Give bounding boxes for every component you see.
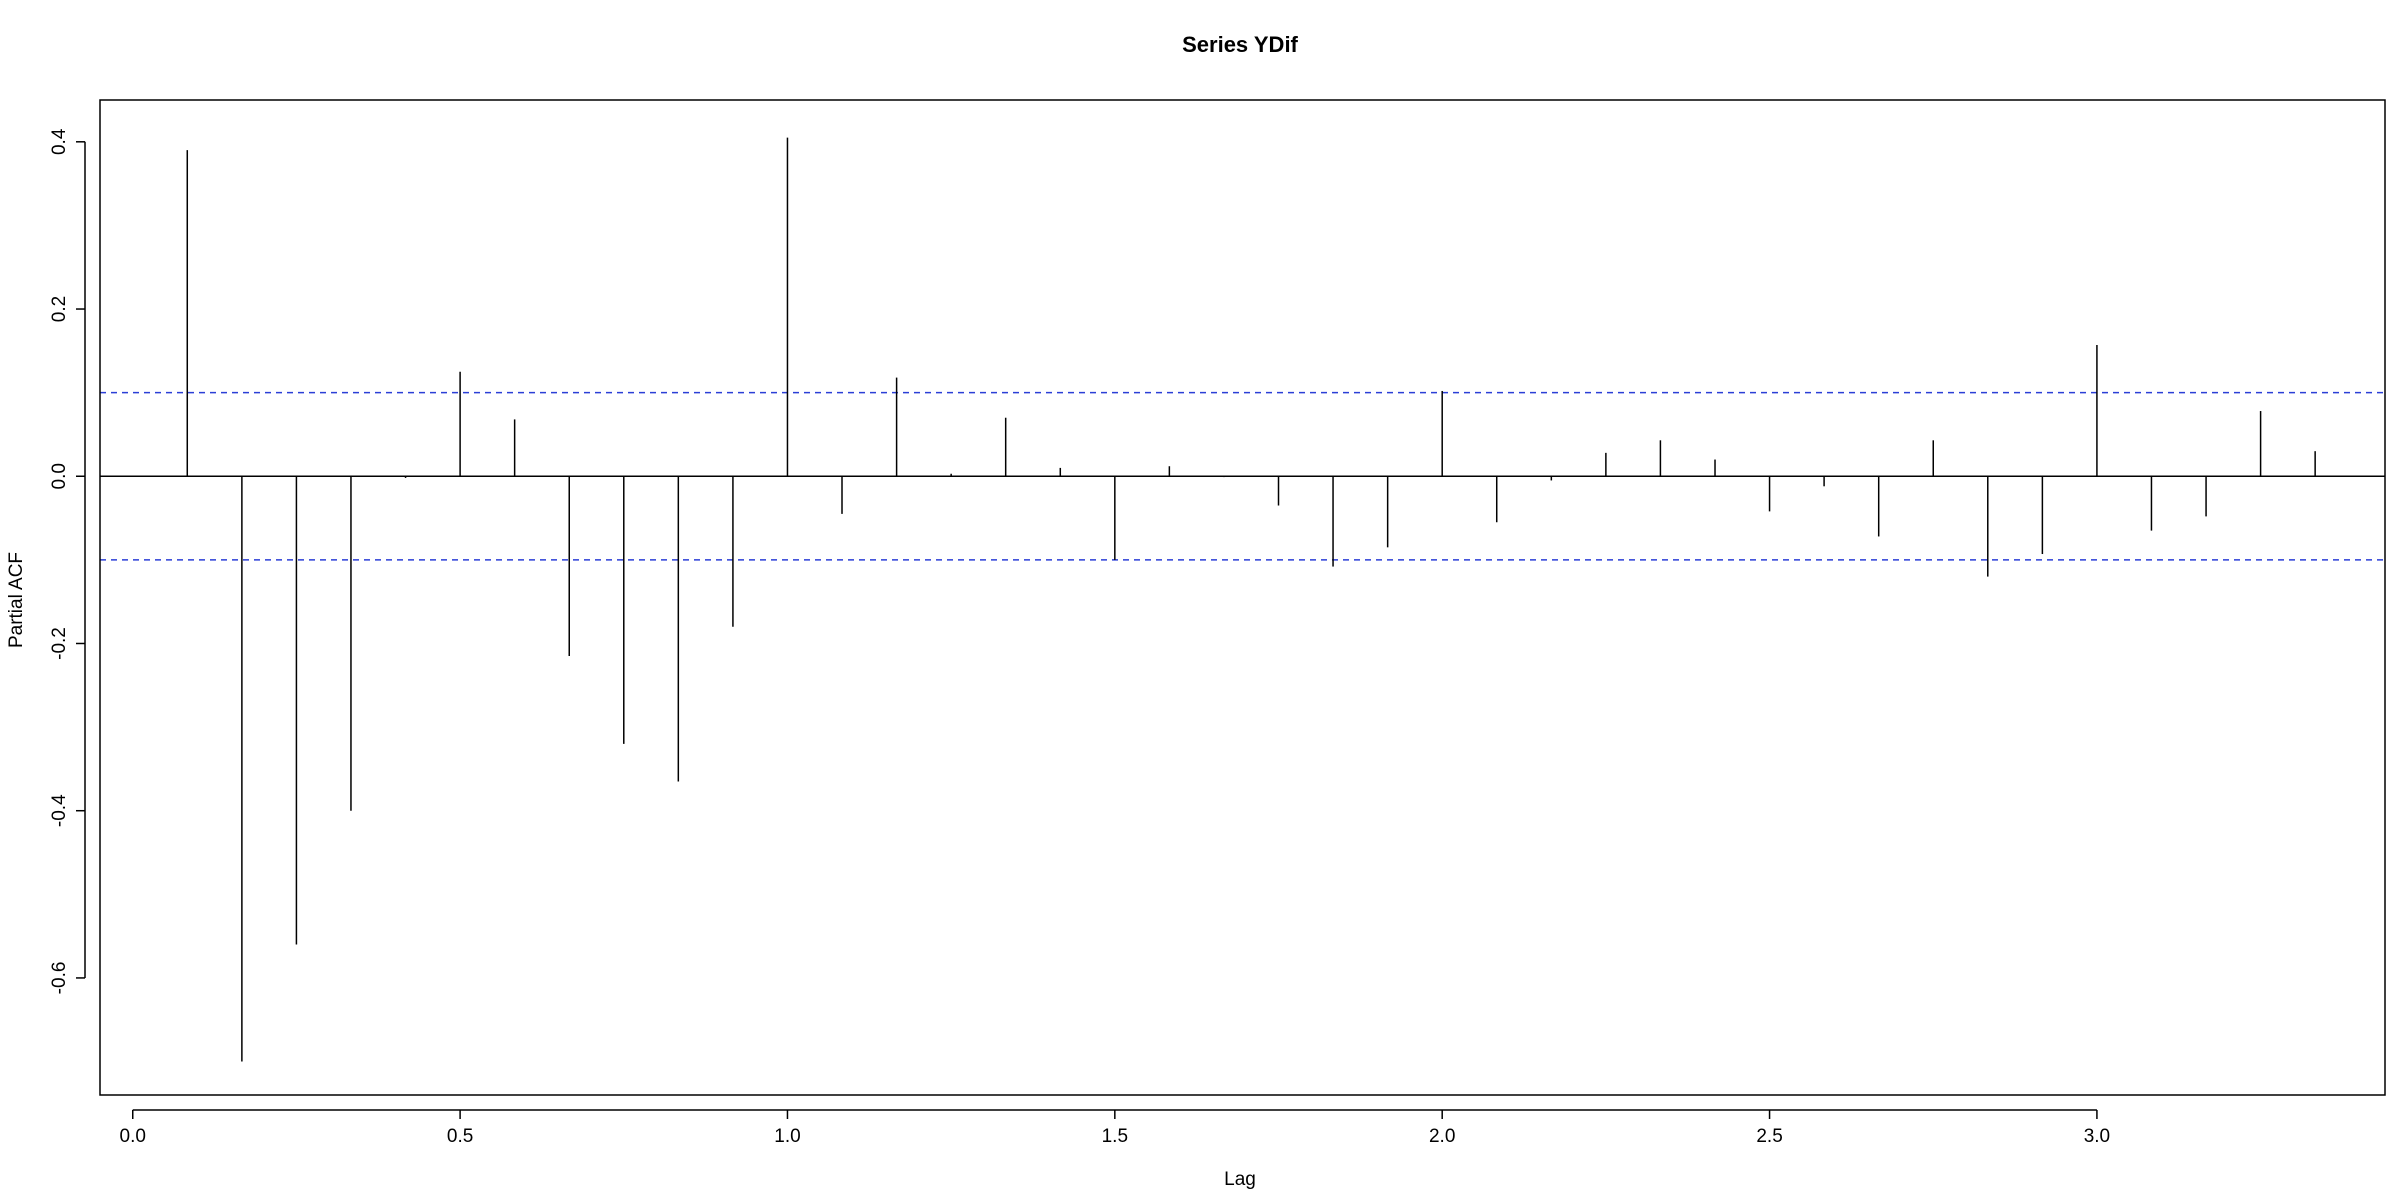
y-tick-label: -0.4 bbox=[49, 794, 70, 827]
axes: 0.0 0.5 1.0 1.5 2.0 2.5 3.0 -0.6 -0.4 -0.2 0.0 0.2 0… bbox=[49, 99, 2386, 1147]
plot-frame bbox=[99, 99, 2386, 1096]
y-tick-label: 0.2 bbox=[49, 296, 70, 322]
y-tick-label: 0.0 bbox=[49, 463, 70, 489]
x-tick-label: 0.0 bbox=[120, 1126, 146, 1147]
y-tick-label: -0.2 bbox=[49, 627, 70, 660]
x-axis-label: Lag bbox=[1224, 1169, 1256, 1190]
chart-title: Series YDif bbox=[1182, 32, 1298, 57]
x-tick-label: 1.5 bbox=[1102, 1126, 1128, 1147]
x-tick-label: 0.5 bbox=[447, 1126, 473, 1147]
y-tick-label: -0.6 bbox=[49, 962, 70, 995]
x-tick-label: 3.0 bbox=[2084, 1126, 2110, 1147]
x-tick-label: 1.0 bbox=[774, 1126, 800, 1147]
x-tick-label: 2.5 bbox=[1756, 1126, 1782, 1147]
plot-area bbox=[100, 137, 2385, 1062]
x-tick-label: 2.0 bbox=[1429, 1126, 1455, 1147]
y-tick-label: 0.4 bbox=[49, 128, 70, 155]
y-axis-label: Partial ACF bbox=[6, 552, 27, 648]
